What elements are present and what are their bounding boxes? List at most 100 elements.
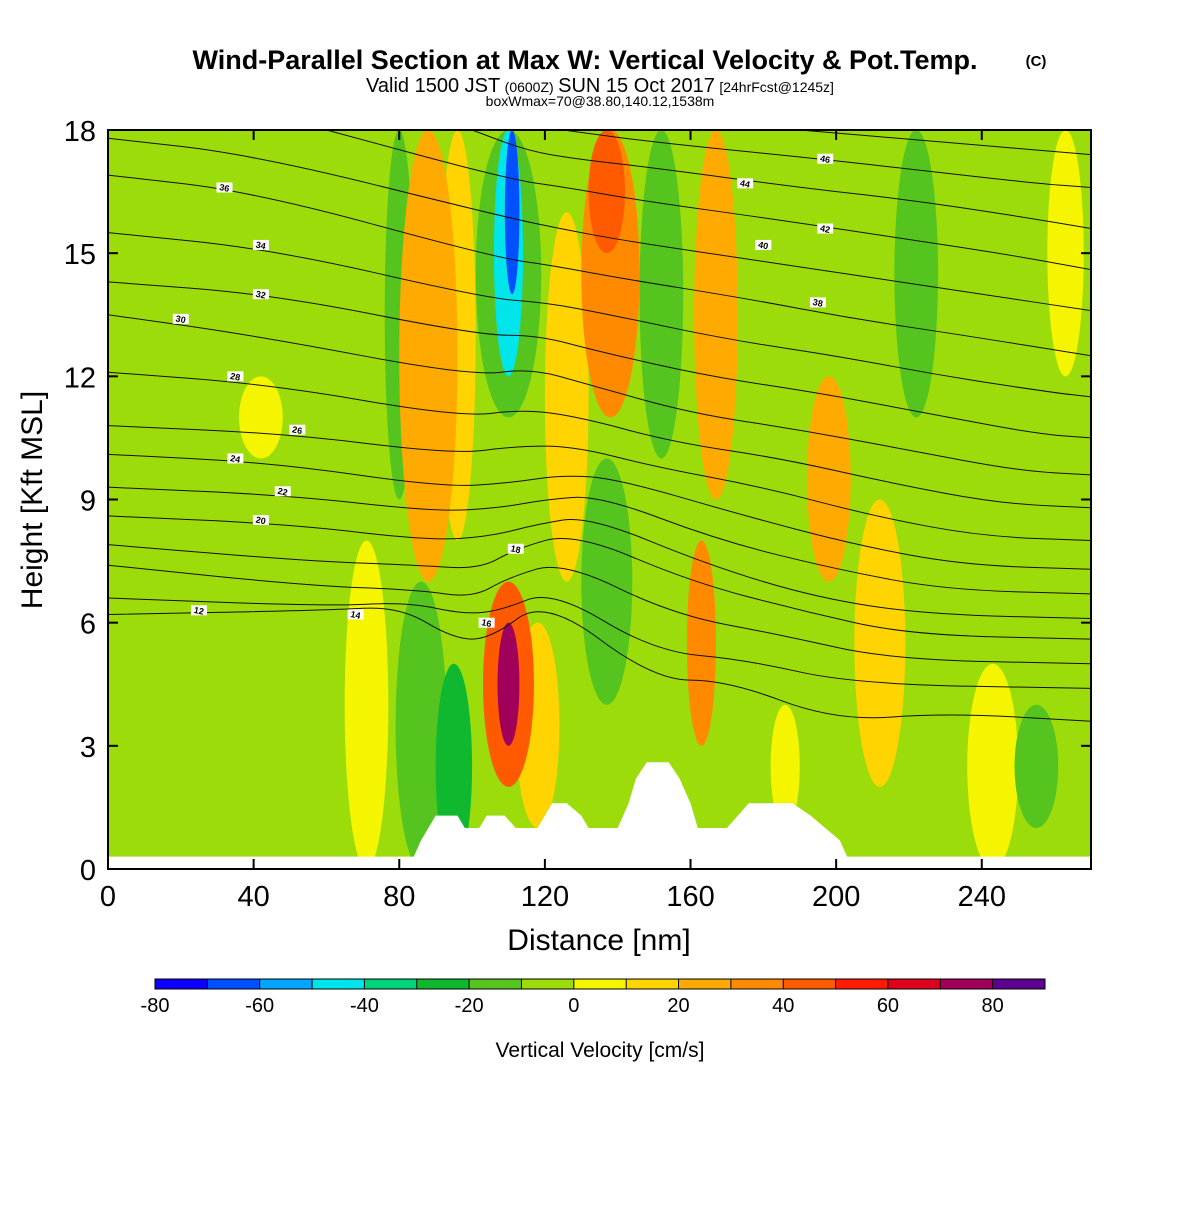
velocity-cell — [967, 663, 1019, 869]
terrain-layer — [108, 762, 1091, 869]
contour-label: 14 — [350, 609, 362, 621]
velocity-cell — [686, 540, 717, 746]
contour-label: 38 — [812, 297, 824, 309]
colorbar-swatch — [887, 979, 941, 989]
colorbar-swatch — [678, 979, 731, 989]
colorbar-tick-label: -80 — [141, 995, 170, 1017]
colorbar-swatch — [207, 979, 260, 989]
y-tick-label: 3 — [80, 732, 96, 764]
x-tick-label: 80 — [383, 881, 415, 913]
contour-label: 16 — [481, 617, 493, 629]
x-tick-label: 40 — [237, 881, 269, 913]
velocity-cell — [1047, 130, 1084, 377]
theta-contour — [108, 371, 1091, 509]
theta-contour — [326, 130, 1091, 271]
plot-area: 12 14 16 18 20 22 24 26 28 30 32 34 36 38 40 42 44 46 — [108, 130, 1091, 869]
valid-date: SUN 15 Oct 2017 — [558, 75, 715, 97]
theta-contour — [108, 137, 1091, 312]
velocity-cell — [497, 622, 520, 746]
theta-contour — [108, 564, 1091, 665]
velocity-cell — [854, 499, 906, 787]
contour-label-bg — [809, 297, 826, 308]
chart-title: Wind-Parallel Section at Max W: Vertical… — [193, 45, 978, 75]
colorbar-swatch — [626, 979, 679, 989]
valid-time: Valid 1500 JST — [366, 75, 500, 97]
theta-contour — [108, 515, 1091, 620]
velocity-cell — [807, 376, 851, 582]
velocity-cell — [239, 376, 283, 459]
theta-contour — [471, 130, 1091, 230]
x-tick-label: 160 — [666, 881, 714, 913]
velocity-cell — [504, 130, 520, 295]
colorbar-swatch — [312, 979, 365, 989]
colorbar-swatch — [259, 979, 313, 989]
theta-contour-layer: 12 14 16 18 20 22 24 26 28 30 32 34 36 38 40 42 44 46 — [108, 130, 1091, 722]
velocity-cell — [770, 335, 808, 541]
velocity-cell — [581, 458, 633, 705]
contour-label-bg — [227, 371, 244, 382]
theta-contour — [108, 232, 1091, 398]
velocity-cell — [344, 540, 389, 869]
contour-label: 28 — [229, 371, 241, 383]
contour-label-bg — [216, 182, 233, 193]
y-tick-label: 18 — [64, 116, 96, 148]
theta-contour — [108, 453, 1091, 570]
x-tick-label: 240 — [958, 881, 1006, 913]
theta-contour — [108, 538, 1091, 640]
y-tick-label: 6 — [80, 609, 96, 641]
contour-label: 46 — [819, 153, 831, 165]
colorbar-tick-label: 0 — [568, 995, 579, 1017]
contour-label: 24 — [229, 453, 241, 465]
colorbar-tick-label: 60 — [877, 995, 899, 1017]
contour-label-bg — [191, 605, 208, 616]
contour-label: 36 — [218, 182, 230, 194]
contour-label-bg — [252, 239, 269, 250]
contour-label: 30 — [175, 313, 187, 325]
valid-time-subtitle: Valid 1500 JST (0600Z) SUN 15 Oct 2017 [… — [366, 75, 834, 97]
contour-label-bg — [252, 515, 269, 526]
contour-label: 20 — [255, 515, 267, 527]
velocity-cell — [395, 581, 447, 869]
contour-label: 42 — [819, 223, 831, 235]
contour-label-bg — [252, 289, 269, 300]
contour-label: 32 — [255, 289, 267, 301]
y-tick-label: 12 — [64, 362, 96, 394]
velocity-cell — [894, 130, 939, 418]
contour-label: 40 — [757, 240, 769, 252]
velocity-cell — [694, 130, 738, 500]
y-axis-label: Height [Kft MSL] — [16, 391, 49, 609]
colorbar-frame — [154, 978, 1046, 990]
y-tick-label: 9 — [80, 486, 96, 518]
contour-label-bg — [227, 453, 244, 464]
colorbar-swatch — [416, 979, 470, 989]
y-tick-label: 0 — [80, 855, 96, 887]
velocity-cell — [770, 704, 800, 828]
colorbar-tick-label: 20 — [667, 995, 689, 1017]
contour-label: 12 — [193, 605, 205, 617]
colorbar-swatch — [521, 979, 574, 989]
colorbar-swatch — [992, 979, 1045, 989]
terrain-ground — [108, 762, 1091, 869]
colorbar-swatch — [364, 979, 417, 989]
colorbar-tick-label: -20 — [455, 995, 484, 1017]
colorbar-swatch — [469, 979, 522, 989]
box-wmax-subtitle: boxWmax=70@38.80,140.12,1538m — [486, 93, 715, 109]
x-tick-label: 200 — [812, 881, 860, 913]
contour-label-bg — [507, 543, 524, 554]
colorbar-swatch — [835, 979, 888, 989]
theta-contour — [108, 425, 1091, 542]
colorbar-tick-label: 40 — [772, 995, 794, 1017]
theta-contour — [108, 597, 1091, 689]
velocity-cell — [639, 130, 684, 459]
velocity-cell — [588, 130, 625, 254]
contour-label-bg — [478, 617, 495, 628]
colorbar-swatch — [573, 979, 627, 989]
theta-contour — [108, 607, 1091, 722]
contour-label-bg — [274, 486, 291, 497]
contour-label-bg — [817, 223, 834, 234]
velocity-cell — [1014, 704, 1059, 828]
contour-label: 26 — [291, 424, 303, 436]
colorbar: -80 -60 -40 -20 0 20 40 60 80 — [141, 978, 1046, 1017]
